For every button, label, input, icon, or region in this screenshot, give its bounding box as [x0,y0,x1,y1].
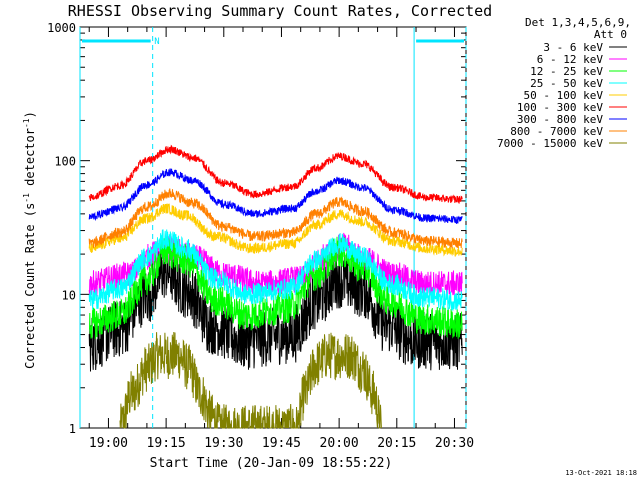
legend-label: 7000 - 15000 keV [497,137,603,150]
x-tick-labels: 19:00 19:15 19:30 19:45 20:00 20:15 20:30 [89,436,474,451]
series-line [88,203,463,257]
legend-label: 25 - 50 keV [530,77,603,90]
y-tick-label: 10 [62,288,76,302]
legend-label: 800 - 7000 keV [510,125,603,138]
series-line [88,188,463,250]
y-tick-label: 1 [69,422,76,436]
x-tick-label: 19:15 [147,436,186,451]
y-axis-label: Corrected Count Rate (s-1 detector-1) [22,111,37,369]
legend-label: 100 - 300 keV [517,101,603,114]
series-line [88,144,463,204]
x-tick-label: 20:30 [435,436,474,451]
saa-marker-label: N [154,37,159,47]
y-tick-label: 1000 [47,21,76,35]
detector-label: Det 1,3,4,5,6,9, [525,16,631,29]
x-tick-label: 20:15 [377,436,416,451]
x-tick-label: 19:00 [89,436,128,451]
legend-label: 50 - 100 keV [524,89,604,102]
series-line [88,168,463,224]
series-line [88,229,463,311]
series-line [119,331,382,429]
series-line [88,243,463,372]
y-tick-label: 100 [54,155,76,169]
series-lines [88,144,463,429]
chart-title: RHESSI Observing Summary Count Rates, Co… [68,2,492,20]
legend-label: 3 - 6 keV [543,41,603,54]
legend-label: 300 - 800 keV [517,113,603,126]
timestamp: 13-Oct-2021 18:18 [565,469,637,477]
night-bars [79,27,467,428]
legend-label: 12 - 25 keV [530,65,603,78]
y-tick-labels: 1 10 100 1000 [47,21,76,436]
x-axis-label: Start Time (20-Jan-09 18:55:22) [150,456,393,471]
attenuator-label: Att 0 [594,28,627,41]
legend-label: 6 - 12 keV [537,53,604,66]
x-tick-label: 20:00 [320,436,359,451]
x-tick-label: 19:30 [204,436,243,451]
x-tick-label: 19:45 [262,436,301,451]
